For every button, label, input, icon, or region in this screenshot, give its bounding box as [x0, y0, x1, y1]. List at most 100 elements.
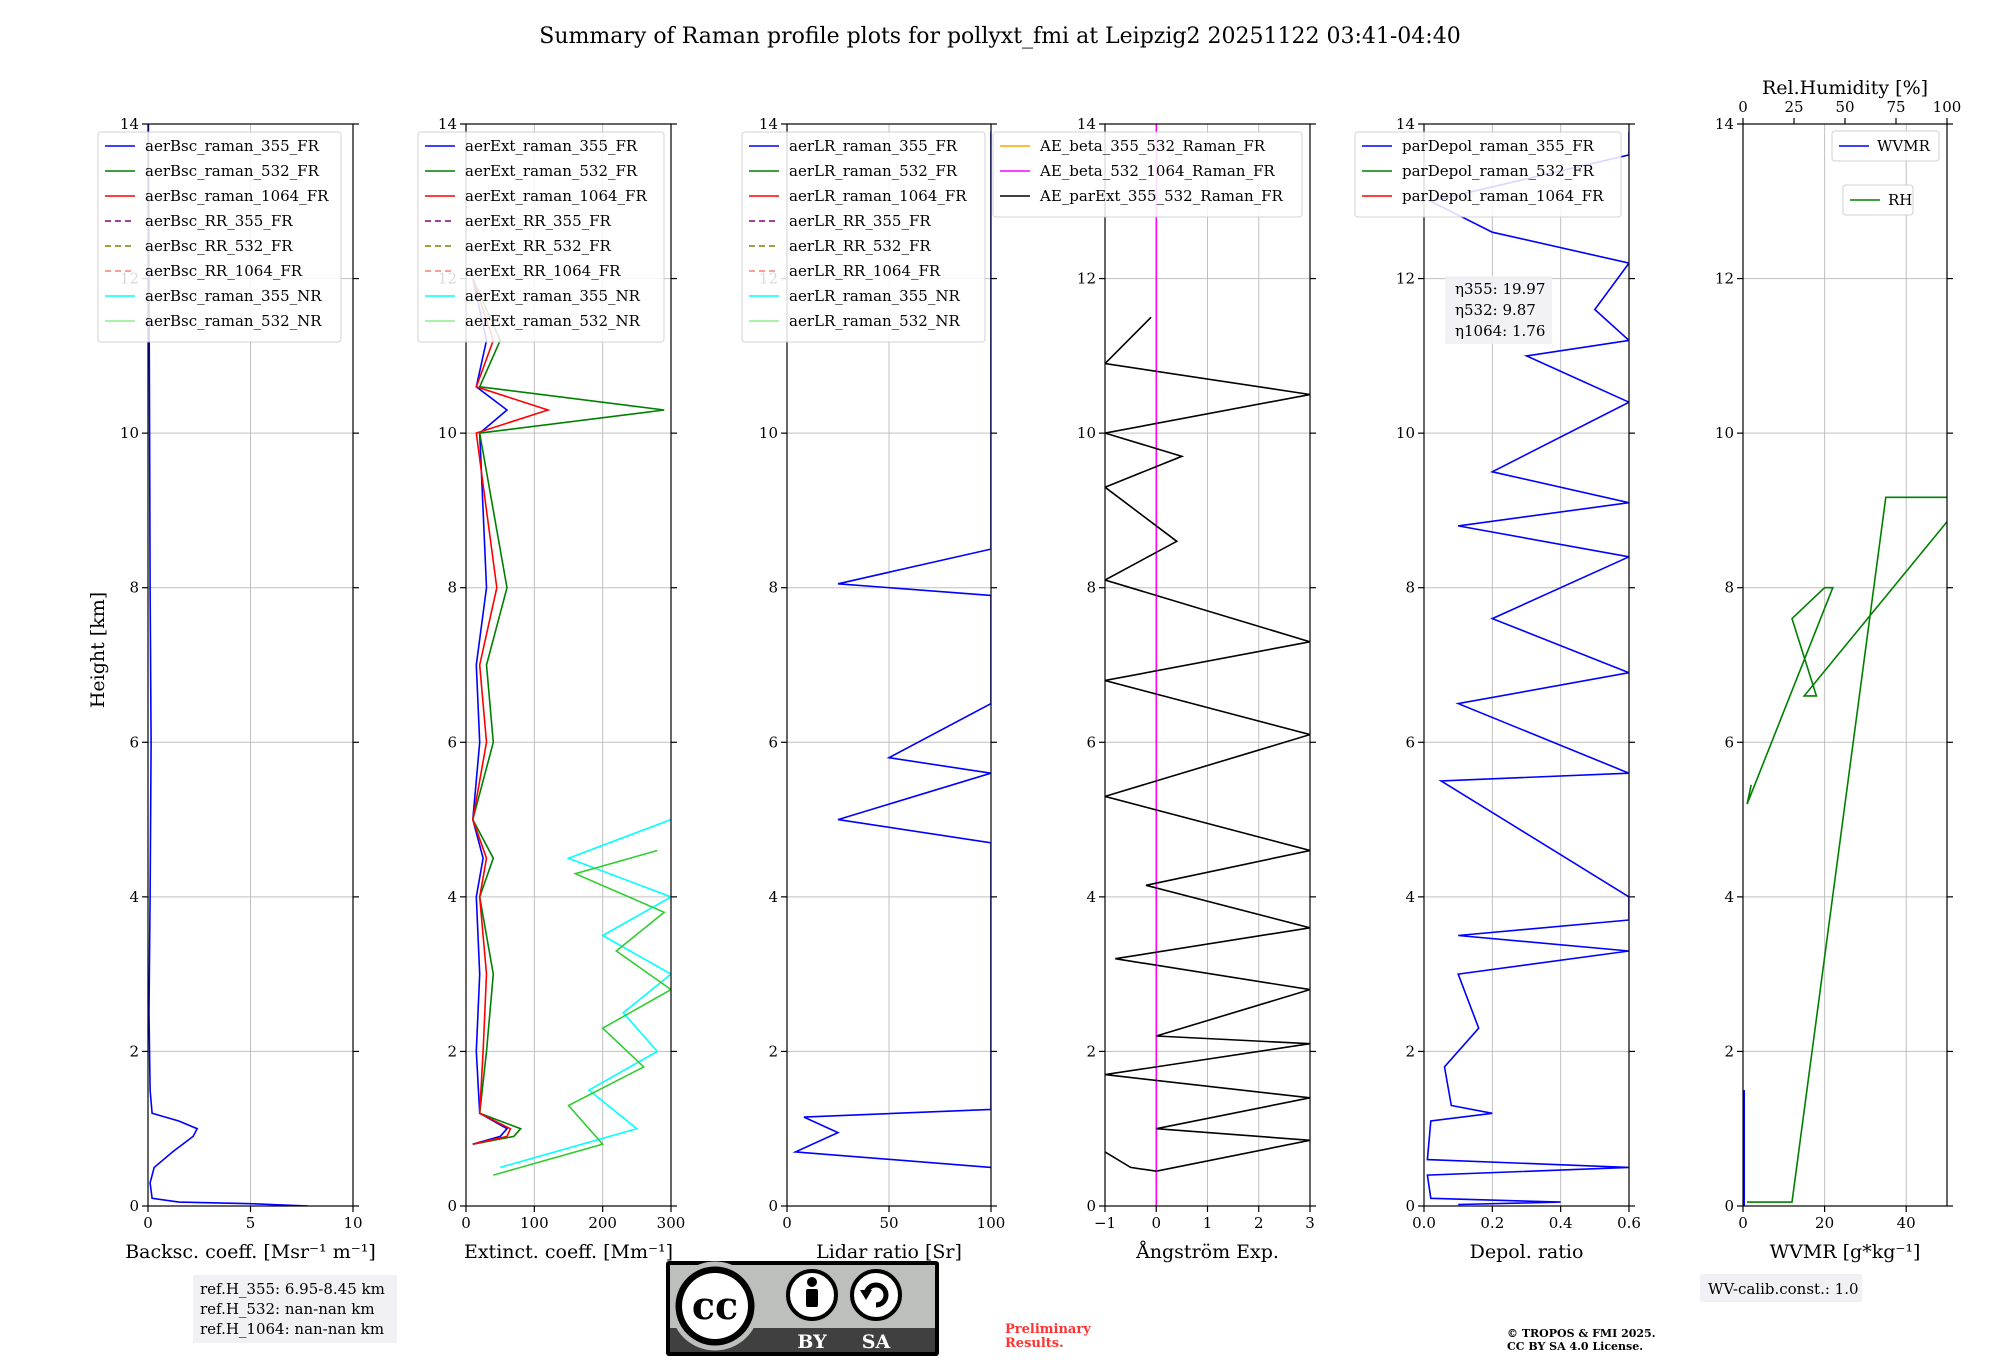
y-tick-label: 8 [129, 579, 139, 597]
y-axis-label: Height [km] [87, 592, 109, 708]
x-tick-label: 40 [1897, 1214, 1916, 1232]
x-tick-label: 50 [879, 1214, 898, 1232]
legend: aerLR_raman_355_FR aerLR_raman_532_FR aerL… [741, 131, 986, 343]
legend-label: aerExt_raman_355_NR [465, 287, 641, 305]
y-tick-label: 2 [129, 1042, 139, 1060]
sa-recycle-icon [850, 1269, 902, 1321]
legend-label: aerBsc_RR_532_FR [145, 237, 293, 255]
legend-label: parDepol_raman_1064_FR [1402, 187, 1604, 205]
legend: aerBsc_raman_355_FR aerBsc_raman_532_FRae… [97, 131, 342, 343]
legend-label: aerExt_RR_355_FR [465, 212, 612, 230]
panel-backscatter: 051002468101214Backsc. coeff. [Msr⁻¹ m⁻¹… [97, 115, 376, 1263]
y-tick-label: 12 [1077, 270, 1096, 288]
legend-label: AE_beta_532_1064_Raman_FR [1039, 162, 1275, 180]
y-tick-label: 4 [1724, 888, 1734, 906]
x-tick-label: 0 [782, 1214, 792, 1232]
y-tick-label: 4 [129, 888, 139, 906]
x-tick-label: 0.2 [1480, 1214, 1504, 1232]
legend-box [992, 131, 1303, 218]
cc-text: cc [692, 1283, 738, 1328]
copyright-note: © TROPOS & FMI 2025. CC BY SA 4.0 Licens… [1507, 1327, 1656, 1353]
plot-frame [1104, 123, 1311, 1207]
x-tick-label: 200 [588, 1214, 617, 1232]
legend-label: aerLR_RR_532_FR [789, 237, 931, 255]
x2-tick-label: 100 [1933, 98, 1962, 116]
y-tick-label: 4 [1405, 888, 1415, 906]
x-tick-label: 2 [1254, 1214, 1264, 1232]
ref-height-355: ref.H_355: 6.95-8.45 km [200, 1280, 385, 1298]
legend: WVMR RH [1831, 130, 1940, 216]
y-tick-label: 12 [1715, 270, 1734, 288]
eta-1064: η1064: 1.76 [1455, 322, 1545, 340]
x-axis-label: WVMR [g*kg⁻¹] [1770, 1241, 1921, 1263]
panels: 051002468101214Backsc. coeff. [Msr⁻¹ m⁻¹… [97, 77, 1962, 1263]
y-tick-label: 4 [447, 888, 457, 906]
plot-frame [147, 123, 354, 1207]
x-tick-label: 5 [246, 1214, 256, 1232]
x-axis-label: Backsc. coeff. [Msr⁻¹ m⁻¹] [125, 1241, 376, 1263]
x-tick-label: 0.0 [1412, 1214, 1436, 1232]
x-tick-label: 20 [1815, 1214, 1834, 1232]
legend-label: parDepol_raman_532_FR [1402, 162, 1595, 180]
y-tick-label: 8 [768, 579, 778, 597]
x-tick-label: 100 [520, 1214, 549, 1232]
y-tick-label: 2 [1086, 1042, 1096, 1060]
figure-title: Summary of Raman profile plots for polly… [539, 24, 1460, 49]
y-tick-label: 6 [1405, 733, 1415, 751]
panel-depol: 0.0 0.2 0.4 0.6 0 2 4 6 8 10 12 14 Depol. ratio parDe… [1354, 115, 1641, 1263]
x-axis-label: Extinct. coeff. [Mm⁻¹] [464, 1241, 673, 1263]
y-tick-label: 8 [1724, 579, 1734, 597]
copyright-line-2: CC BY SA 4.0 License. [1507, 1340, 1643, 1353]
y-tick-label: 4 [768, 888, 778, 906]
x-tick-label: 0 [1151, 1214, 1161, 1232]
legend-box [741, 131, 986, 343]
legend-label: aerBsc_raman_532_FR [145, 162, 320, 180]
legend-box [1354, 131, 1622, 218]
x-axis-label: Depol. ratio [1470, 1241, 1584, 1263]
x-tick-label: 1 [1203, 1214, 1213, 1232]
y-tick-label: 6 [1086, 733, 1096, 751]
x-tick-label: 0 [1738, 1214, 1748, 1232]
legend-label: WVMR [1877, 137, 1931, 155]
series-aerExt_raman_532_NR [493, 849, 671, 1176]
y-tick-label: 2 [768, 1042, 778, 1060]
legend: parDepol_raman_355_FR parDepol_raman_532_… [1354, 131, 1622, 218]
preliminary-line-2: Results. [1005, 1336, 1064, 1351]
plot-frame [465, 123, 672, 1207]
x-axis-label: Lidar ratio [Sr] [816, 1241, 962, 1263]
legend-label: aerBsc_raman_355_NR [145, 287, 322, 305]
y-tick-label: 2 [447, 1042, 457, 1060]
legend-label: AE_beta_355_532_Raman_FR [1039, 137, 1266, 155]
copyright-line-1: © TROPOS & FMI 2025. [1507, 1327, 1656, 1340]
cc-license-badge: cc BY SA [666, 1261, 939, 1356]
legend-label: aerBsc_raman_1064_FR [145, 187, 329, 205]
legend-label: aerExt_raman_355_FR [465, 137, 638, 155]
series-aerExt_raman_355_NR [499, 818, 671, 1169]
y-tick-label: 0 [1086, 1197, 1096, 1215]
y-tick-label: 10 [120, 424, 139, 442]
legend: AE_beta_355_532_Raman_FR AE_beta_532_1064… [992, 131, 1303, 218]
y-tick-label: 6 [129, 733, 139, 751]
legend-label: parDepol_raman_355_FR [1402, 137, 1595, 155]
legend-box [97, 131, 342, 343]
x2-tick-label: 25 [1784, 98, 1803, 116]
legend-label: aerExt_raman_532_NR [465, 312, 641, 330]
x-axis-label: Ångström Exp. [1135, 1241, 1279, 1263]
plot-frame [1742, 123, 1948, 1207]
legend-label: aerBsc_RR_355_FR [145, 212, 293, 230]
y-tick-label: 0 [1405, 1197, 1415, 1215]
legend-label: RH [1888, 191, 1912, 209]
series-aerExt_raman_1064_FR [471, 278, 551, 1145]
legend-label: aerLR_RR_1064_FR [789, 262, 941, 280]
eta-355: η355: 19.97 [1455, 280, 1545, 298]
series-aerBsc_raman_355_FR [148, 124, 308, 1206]
by-label: BY [797, 1331, 827, 1353]
y-tick-label: 14 [1396, 115, 1415, 133]
legend-label: aerExt_raman_1064_FR [465, 187, 647, 205]
x-tick-label: 10 [343, 1214, 362, 1232]
legend-label: aerLR_raman_355_NR [789, 287, 960, 305]
x-tick-label: 0.4 [1549, 1214, 1573, 1232]
series-AE_parExt_355_532_Raman_FR [1105, 316, 1310, 1173]
